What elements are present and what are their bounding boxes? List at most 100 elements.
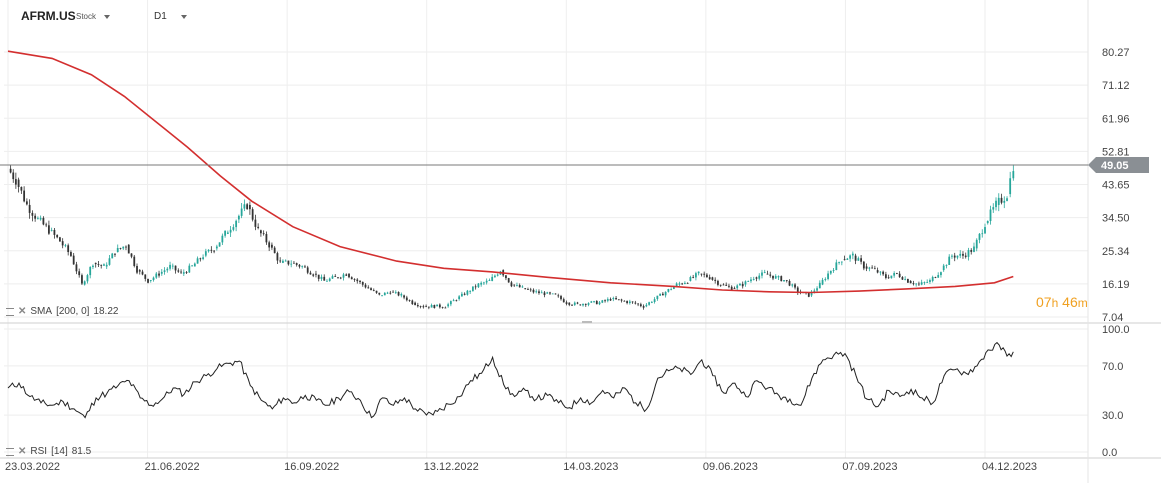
candle-body: [997, 197, 1000, 205]
candle-body: [540, 292, 543, 294]
candle-body: [884, 274, 887, 278]
candle-body: [400, 294, 403, 296]
candle-body: [984, 227, 986, 234]
candle-body: [48, 225, 50, 234]
candle-body: [282, 260, 284, 263]
candle-body: [23, 190, 26, 202]
candle-body: [708, 277, 711, 280]
indicator-settings-icon[interactable]: [6, 447, 14, 456]
candle-body: [664, 291, 667, 296]
candle-body: [210, 249, 213, 251]
candle-body: [469, 290, 472, 292]
candle-body: [656, 295, 659, 300]
timeframe-selector[interactable]: D1: [154, 11, 167, 22]
candle-body: [783, 280, 785, 282]
candle-body: [659, 293, 662, 296]
candle-body: [876, 270, 879, 273]
candle-body: [378, 292, 381, 295]
candle-body: [893, 273, 896, 276]
price-tick-label: 16.19: [1102, 279, 1130, 291]
candle-body: [155, 273, 158, 278]
candle-body: [42, 217, 45, 225]
candle-body: [595, 301, 598, 305]
candle-body: [284, 260, 287, 262]
candle-body: [290, 263, 293, 265]
candle-body: [182, 272, 185, 274]
candle-body: [72, 255, 75, 265]
price-tick-label: 71.12: [1102, 80, 1130, 92]
candle-body: [730, 286, 733, 291]
candle-body: [521, 286, 524, 288]
candle-body: [94, 262, 97, 265]
candle-body: [17, 179, 20, 187]
rsi-tick-label: 70.0: [1102, 361, 1123, 373]
candle-body: [670, 289, 673, 290]
candle-body: [923, 282, 926, 283]
indicator-settings-icon[interactable]: [6, 307, 14, 316]
candle-body: [562, 299, 565, 303]
candle-body: [843, 259, 846, 261]
candle-body: [865, 266, 868, 269]
symbol-dropdown-icon[interactable]: [104, 15, 110, 19]
candle-body: [381, 295, 383, 297]
candle-body: [846, 258, 849, 260]
countdown-minutes: 46: [1062, 294, 1078, 310]
rsi-params: [14]: [51, 446, 68, 457]
candle-body: [144, 274, 147, 279]
candle-body: [538, 291, 540, 294]
sma-params: [200, 0]: [56, 306, 90, 317]
candle-body: [862, 261, 865, 269]
candle-body: [741, 283, 744, 287]
price-tick-label: 25.34: [1102, 246, 1130, 258]
candle-body: [193, 263, 196, 267]
candle-body: [794, 284, 796, 288]
candle-body: [761, 272, 763, 276]
candle-body: [560, 296, 562, 300]
candle-body: [92, 265, 94, 268]
candle-body: [12, 172, 15, 180]
candle-body: [237, 215, 240, 220]
candle-body: [791, 284, 794, 286]
candle-body: [970, 250, 973, 252]
candle-body: [992, 207, 995, 210]
candle-body: [100, 264, 103, 266]
candle-body: [452, 300, 455, 302]
candle-body: [557, 295, 560, 297]
close-icon[interactable]: ✕: [18, 306, 27, 317]
candle-body: [342, 274, 345, 278]
candle-body: [276, 253, 279, 261]
candle-body: [763, 272, 766, 274]
candle-body: [232, 227, 235, 230]
candle-body: [1012, 171, 1015, 179]
candle-body: [397, 291, 400, 296]
candle-body: [719, 284, 722, 286]
candle-body: [246, 204, 249, 210]
rsi-label: RSI: [30, 446, 48, 457]
candle-body: [945, 264, 948, 266]
candle-body: [81, 275, 83, 284]
close-icon[interactable]: ✕: [18, 446, 27, 457]
candle-body: [359, 280, 361, 283]
candle-body: [306, 267, 309, 273]
candle-body: [64, 245, 67, 247]
candle-body: [576, 302, 579, 304]
candle-body: [133, 256, 136, 266]
candle-body: [408, 300, 411, 301]
candle-body: [816, 288, 818, 291]
symbol-selector[interactable]: AFRM.US: [21, 9, 76, 23]
candle-body: [331, 276, 334, 279]
candle-body: [934, 277, 937, 278]
candle-body: [637, 303, 639, 305]
timeframe-dropdown-icon[interactable]: [181, 15, 187, 19]
candle-body: [986, 221, 989, 224]
candle-body: [166, 268, 169, 271]
candle-body: [639, 304, 642, 307]
candle-body: [683, 282, 686, 284]
candle-body: [733, 288, 736, 289]
candle-body: [887, 277, 890, 279]
candle-body: [912, 283, 915, 285]
candle-body: [703, 273, 706, 275]
candle-body: [218, 242, 221, 247]
